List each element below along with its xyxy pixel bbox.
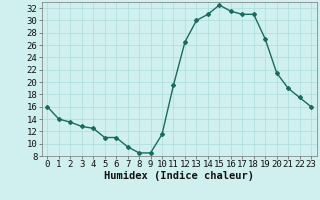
X-axis label: Humidex (Indice chaleur): Humidex (Indice chaleur) <box>104 171 254 181</box>
